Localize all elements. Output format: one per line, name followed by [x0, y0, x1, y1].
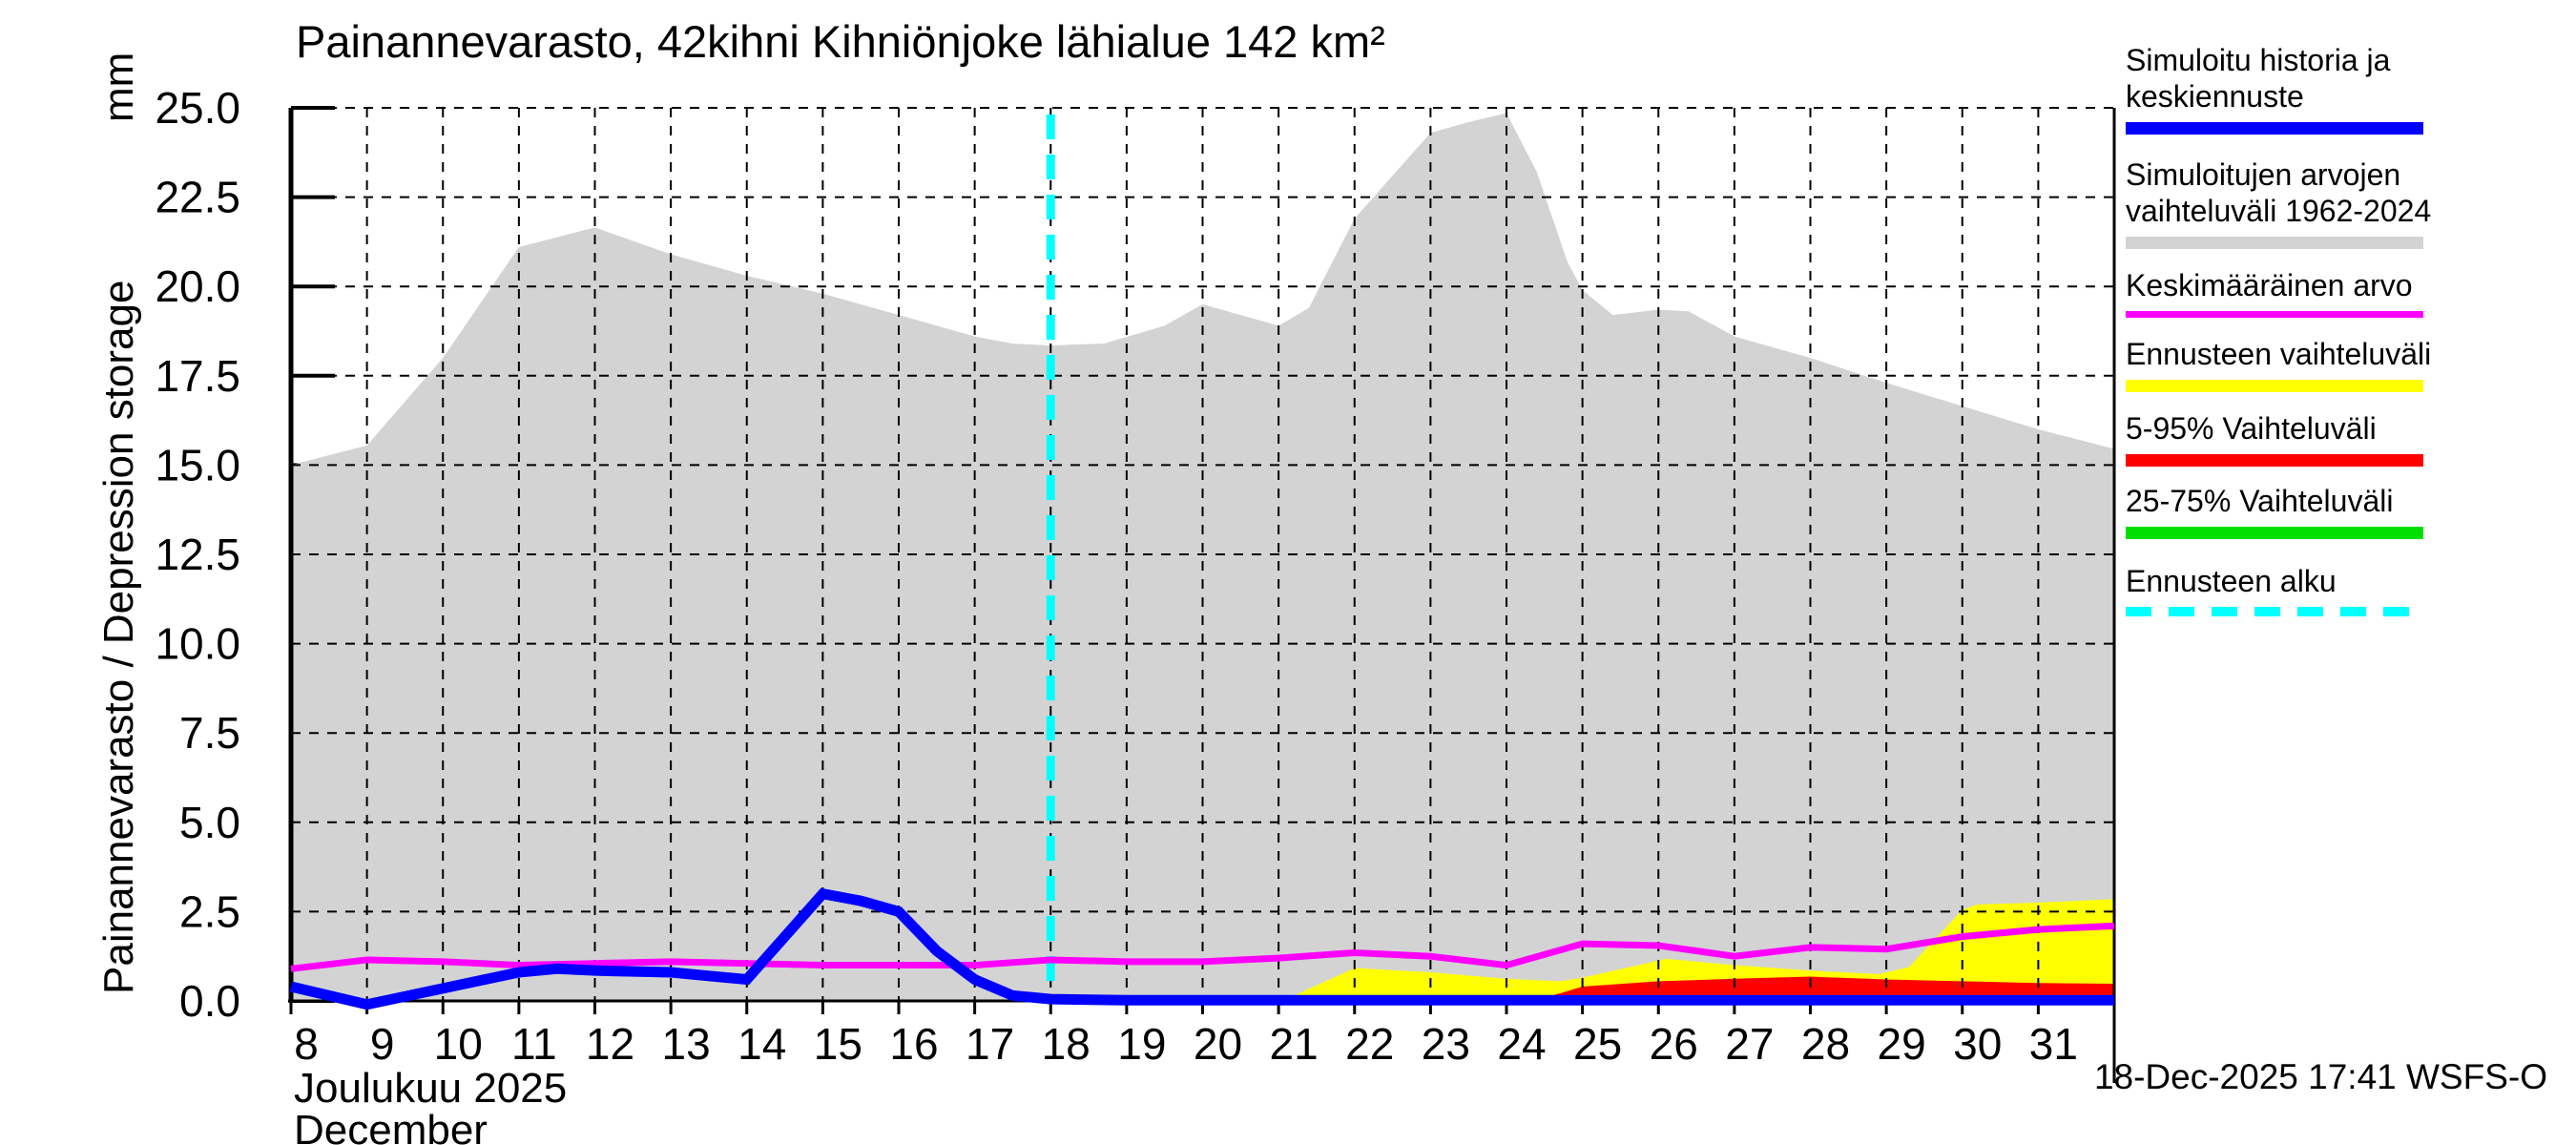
x-tick-label: 27	[1725, 1019, 1774, 1069]
y-tick-label: 15.0	[155, 440, 240, 489]
x-tick-label: 23	[1422, 1019, 1470, 1069]
legend-swatch-forecast-range	[2126, 380, 2423, 392]
x-tick-label: 26	[1650, 1019, 1698, 1069]
x-tick-label: 25	[1573, 1019, 1622, 1069]
legend-label-simulated-history: Simuloitu historia ja keskiennuste	[2126, 43, 2391, 114]
band-range-5-95	[1536, 976, 2114, 1001]
x-tick-label: 9	[370, 1019, 395, 1069]
legend-label-range-25-75: 25-75% Vaihteluväli	[2126, 484, 2394, 518]
legend-label-range-5-95: 5-95% Vaihteluväli	[2126, 411, 2377, 446]
y-tick-label: 17.5	[155, 351, 240, 401]
legend-item-range-25-75: 25-75% Vaihteluväli	[2126, 483, 2507, 539]
x-tick-label: 12	[586, 1019, 634, 1069]
legend-swatch-simulated-range	[2126, 237, 2423, 249]
band-forecast-range	[1050, 899, 2114, 1001]
x-tick-label: 20	[1194, 1019, 1242, 1069]
y-tick-label: 22.5	[155, 173, 240, 222]
legend-label-forecast-start: Ennusteen alku	[2126, 564, 2337, 598]
x-tick-label: 17	[966, 1019, 1014, 1069]
x-tick-label: 31	[2029, 1019, 2078, 1069]
x-tick-label: 11	[511, 1019, 557, 1069]
timestamp: 18-Dec-2025 17:41 WSFS-O	[2093, 1057, 2547, 1096]
legend-swatch-mean-value	[2126, 311, 2423, 318]
legend-label-mean-value: Keskimääräinen arvo	[2126, 268, 2413, 302]
legend-swatch-simulated-history	[2126, 122, 2423, 135]
legend-label-forecast-range: Ennusteen vaihteluväli	[2126, 337, 2432, 371]
legend-item-forecast-range: Ennusteen vaihteluväli	[2126, 336, 2507, 392]
line-mean-value	[290, 922, 2115, 972]
x-tick-label: 18	[1042, 1019, 1091, 1069]
y-tick-label: 2.5	[179, 886, 240, 936]
y-tick-label: 12.5	[155, 530, 240, 579]
y-tick-label: 20.0	[155, 261, 240, 311]
x-tick-label: 29	[1878, 1019, 1926, 1069]
line-sim-history	[289, 887, 2114, 1010]
x-tick-label: 14	[737, 1019, 786, 1069]
legend-swatch-forecast-start	[2126, 607, 2423, 616]
legend-item-simulated-history: Simuloitu historia ja keskiennuste	[2126, 42, 2507, 135]
legend-item-forecast-start: Ennusteen alku	[2126, 563, 2507, 616]
y-axis-unit: mm	[95, 52, 142, 122]
x-tick-label: 13	[662, 1019, 711, 1069]
y-axis-label: Painannevarasto / Depression storage	[95, 280, 142, 994]
chart-title: Painannevarasto, 42kihni Kihniönjoke läh…	[296, 16, 1385, 67]
y-tick-label: 10.0	[155, 619, 240, 669]
legend-item-range-5-95: 5-95% Vaihteluväli	[2126, 410, 2507, 467]
x-tick-label: 30	[1953, 1019, 2002, 1069]
x-tick-label: 28	[1801, 1019, 1850, 1069]
y-tick-label: 5.0	[179, 798, 240, 847]
band-sim-range	[291, 113, 2114, 1002]
x-tick-label: 15	[814, 1019, 862, 1069]
x-tick-label: 19	[1117, 1019, 1166, 1069]
legend-swatch-range-5-95	[2126, 454, 2423, 467]
legend-label-simulated-range: Simuloitujen arvojen vaihteluväli 1962-20…	[2126, 157, 2432, 228]
x-tick-label: 10	[434, 1019, 483, 1069]
x-tick-label: 8	[294, 1019, 319, 1069]
legend-swatch-range-25-75	[2126, 527, 2423, 539]
x-axis-month-label-finnish: Joulukuu 2025	[294, 1065, 568, 1112]
x-tick-label: 21	[1270, 1019, 1319, 1069]
x-tick-label: 24	[1497, 1019, 1546, 1069]
x-tick-label: 22	[1345, 1019, 1394, 1069]
x-axis-month-label-english: December	[294, 1107, 488, 1145]
x-tick-label: 16	[889, 1019, 938, 1069]
legend-item-simulated-range: Simuloitujen arvojen vaihteluväli 1962-20…	[2126, 156, 2507, 249]
y-tick-label: 25.0	[155, 83, 240, 133]
y-tick-label: 0.0	[179, 976, 240, 1026]
y-tick-label: 7.5	[179, 708, 240, 758]
legend-item-mean-value: Keskimääräinen arvo	[2126, 267, 2507, 318]
